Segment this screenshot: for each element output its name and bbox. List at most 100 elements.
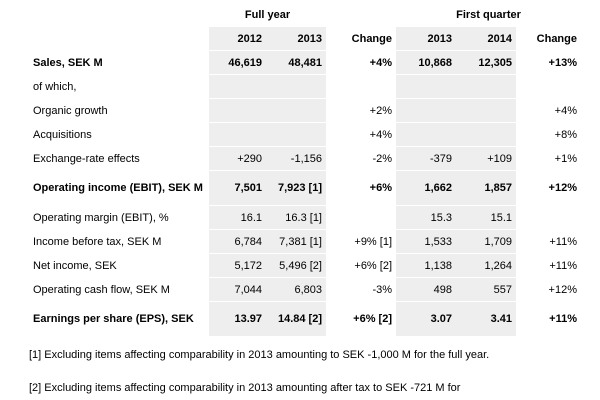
- row-value: +6%: [326, 170, 396, 206]
- row-label: of which,: [29, 74, 209, 99]
- row-value: [456, 122, 516, 147]
- table-row: Earnings per share (EPS), SEK 13.97 14.8…: [29, 301, 581, 337]
- row-value: 1,264: [456, 253, 516, 278]
- row-label: Income before tax, SEK M: [29, 229, 209, 254]
- row-value: 7,044: [209, 277, 266, 302]
- table-row: Sales, SEK M 46,619 48,481 +4% 10,868 12…: [29, 50, 581, 75]
- row-value: [209, 122, 266, 147]
- empty-cell: [326, 3, 396, 27]
- header-fy-2013: 2013: [266, 26, 326, 51]
- row-value: [516, 205, 581, 230]
- header-q1-2013: 2013: [396, 26, 456, 51]
- group-full-year: Full year: [209, 3, 326, 27]
- row-value: +109: [456, 146, 516, 171]
- row-value: +290: [209, 146, 266, 171]
- row-label: Net income, SEK: [29, 253, 209, 278]
- row-value: [456, 74, 516, 99]
- row-value: +8%: [516, 122, 581, 147]
- row-value: 15.3: [396, 205, 456, 230]
- row-value: 498: [396, 277, 456, 302]
- row-value: [456, 98, 516, 123]
- row-value: [396, 74, 456, 99]
- row-label: Sales, SEK M: [29, 50, 209, 75]
- row-value: 6,784: [209, 229, 266, 254]
- row-value: +1%: [516, 146, 581, 171]
- table-row: Exchange-rate effects +290 -1,156 -2% -3…: [29, 146, 581, 171]
- footnote-2: [2] Excluding items affecting comparabil…: [29, 382, 461, 394]
- header-q1-2014: 2014: [456, 26, 516, 51]
- row-value: [266, 122, 326, 147]
- row-value: +4%: [516, 98, 581, 123]
- row-value: 13.97: [209, 301, 266, 337]
- header-fy-2012: 2012: [209, 26, 266, 51]
- row-label: Earnings per share (EPS), SEK: [29, 301, 209, 337]
- group-first-quarter: First quarter: [396, 3, 581, 27]
- row-value: +11%: [516, 229, 581, 254]
- row-value: 3.07: [396, 301, 456, 337]
- row-value: 10,868: [396, 50, 456, 75]
- row-value: 1,533: [396, 229, 456, 254]
- row-value: +6% [2]: [326, 253, 396, 278]
- row-value: -3%: [326, 277, 396, 302]
- row-label: Acquisitions: [29, 122, 209, 147]
- row-value: +12%: [516, 170, 581, 206]
- row-value: +13%: [516, 50, 581, 75]
- row-value: +6% [2]: [326, 301, 396, 337]
- row-label: Operating margin (EBIT), %: [29, 205, 209, 230]
- table-row: Operating margin (EBIT), % 16.1 16.3 [1]…: [29, 205, 581, 230]
- row-value: 3.41: [456, 301, 516, 337]
- table-row: Operating cash flow, SEK M 7,044 6,803 -…: [29, 277, 581, 302]
- row-value: 14.84 [2]: [266, 301, 326, 337]
- row-value: +11%: [516, 301, 581, 337]
- row-value: [326, 205, 396, 230]
- row-value: 7,501: [209, 170, 266, 206]
- row-value: [209, 74, 266, 99]
- table-row: Income before tax, SEK M 6,784 7,381 [1]…: [29, 229, 581, 254]
- header-q1-change: Change: [516, 26, 581, 51]
- row-value: +12%: [516, 277, 581, 302]
- row-value: 1,857: [456, 170, 516, 206]
- row-value: 6,803: [266, 277, 326, 302]
- row-value: [266, 74, 326, 99]
- row-value: [396, 98, 456, 123]
- row-value: 7,381 [1]: [266, 229, 326, 254]
- row-value: +9% [1]: [326, 229, 396, 254]
- column-header-row: 2012 2013 Change 2013 2014 Change: [29, 26, 581, 51]
- group-header-row: Full year First quarter: [29, 3, 581, 27]
- row-value: +4%: [326, 122, 396, 147]
- row-value: 15.1: [456, 205, 516, 230]
- financial-table: Full year First quarter 2012 2013 Change…: [29, 3, 581, 337]
- row-value: 1,662: [396, 170, 456, 206]
- table-row: Organic growth +2% +4%: [29, 98, 581, 123]
- header-fy-change: Change: [326, 26, 396, 51]
- row-label: Exchange-rate effects: [29, 146, 209, 171]
- row-value: +4%: [326, 50, 396, 75]
- row-value: -1,156: [266, 146, 326, 171]
- row-value: [266, 98, 326, 123]
- footnote-1: [1] Excluding items affecting comparabil…: [29, 349, 490, 361]
- row-value: +11%: [516, 253, 581, 278]
- table-row: Operating income (EBIT), SEK M 7,501 7,9…: [29, 170, 581, 206]
- table-row: Net income, SEK 5,172 5,496 [2] +6% [2] …: [29, 253, 581, 278]
- empty-cell: [29, 26, 209, 51]
- row-value: [209, 98, 266, 123]
- row-value: -379: [396, 146, 456, 171]
- row-value: 7,923 [1]: [266, 170, 326, 206]
- row-value: 557: [456, 277, 516, 302]
- row-value: 16.1: [209, 205, 266, 230]
- table-row: Acquisitions +4% +8%: [29, 122, 581, 147]
- row-label: Operating cash flow, SEK M: [29, 277, 209, 302]
- row-value: 48,481: [266, 50, 326, 75]
- row-value: 16.3 [1]: [266, 205, 326, 230]
- row-value: 1,709: [456, 229, 516, 254]
- row-value: 5,172: [209, 253, 266, 278]
- row-value: [516, 74, 581, 99]
- empty-cell: [29, 3, 209, 27]
- table-row: of which,: [29, 74, 581, 99]
- row-label: Operating income (EBIT), SEK M: [29, 170, 209, 206]
- row-value: [326, 74, 396, 99]
- row-value: [396, 122, 456, 147]
- row-value: 5,496 [2]: [266, 253, 326, 278]
- row-value: -2%: [326, 146, 396, 171]
